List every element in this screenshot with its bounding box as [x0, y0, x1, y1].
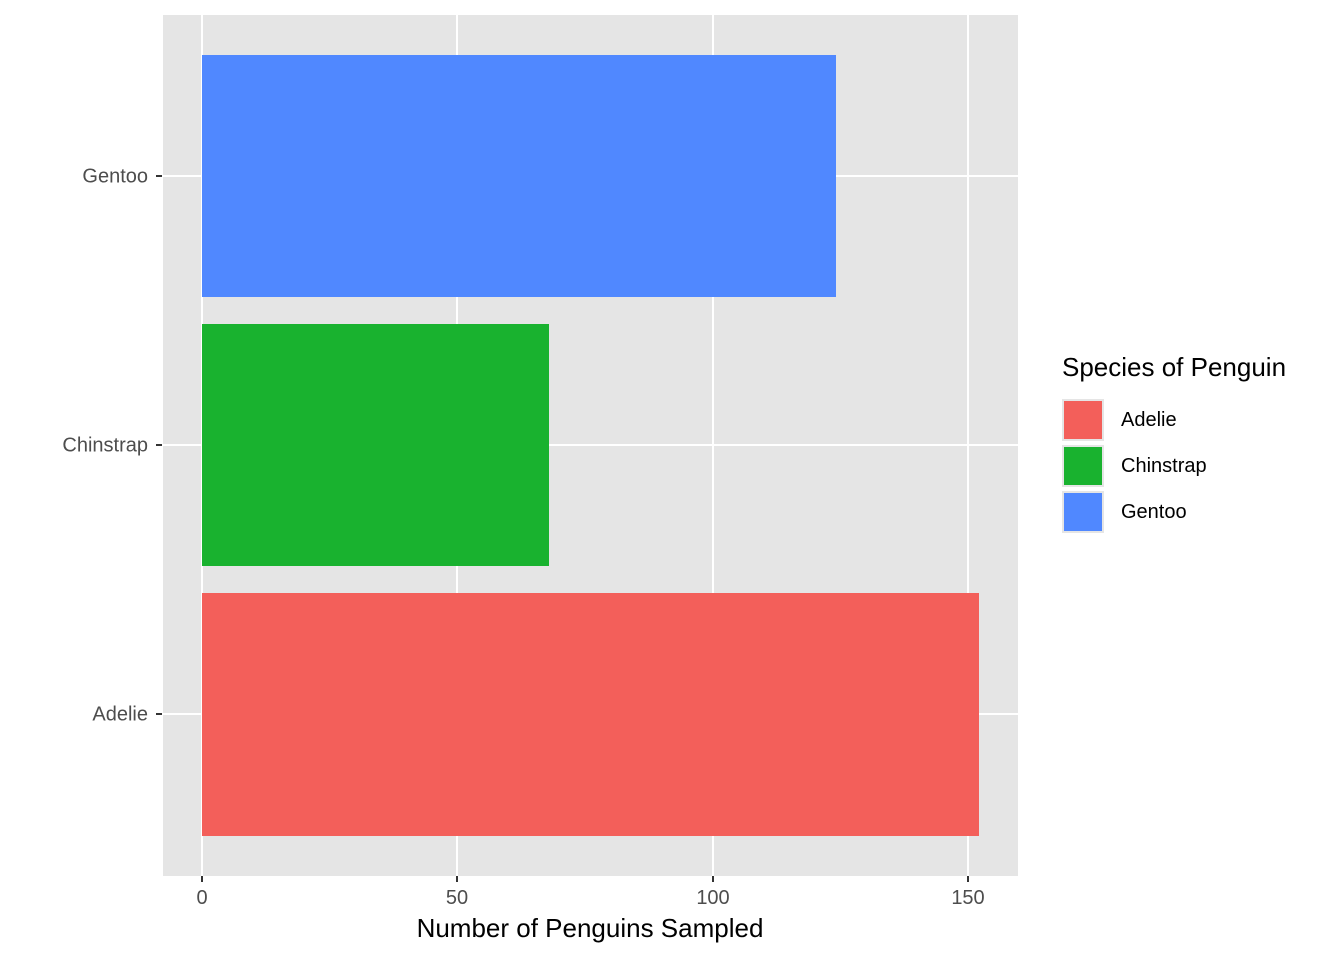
legend-item-gentoo: Gentoo: [1062, 489, 1286, 535]
legend-label-gentoo: Gentoo: [1121, 500, 1187, 523]
legend-title: Species of Penguin: [1062, 352, 1287, 382]
plot-panel: [163, 15, 1018, 876]
bar-adelie: [202, 593, 979, 836]
legend-item-chinstrap: Chinstrap: [1062, 443, 1286, 489]
x-tick-50: [456, 876, 458, 882]
y-label-chinstrap: Chinstrap: [62, 434, 148, 457]
x-tick-0: [201, 876, 203, 882]
x-label-150: 150: [951, 887, 985, 909]
x-tick-100: [712, 876, 714, 882]
y-label-adelie: Adelie: [92, 703, 148, 726]
y-label-gentoo: Gentoo: [82, 165, 148, 188]
x-label-100: 100: [696, 887, 730, 909]
legend: Species of Penguin Adelie Chinstrap Gent…: [1062, 352, 1286, 535]
gridline-y-chinstrap: [163, 444, 1018, 446]
y-tick-gentoo: [156, 175, 162, 177]
x-axis-title: Number of Penguins Sampled: [416, 913, 764, 943]
legend-swatch-chinstrap: [1062, 445, 1104, 487]
legend-swatch-gentoo: [1062, 491, 1104, 533]
bar-gentoo: [202, 55, 836, 297]
x-label-0: 0: [196, 887, 208, 909]
y-tick-chinstrap: [156, 444, 162, 446]
x-label-50: 50: [445, 887, 469, 909]
legend-item-adelie: Adelie: [1062, 397, 1286, 443]
x-tick-150: [967, 876, 969, 882]
legend-label-chinstrap: Chinstrap: [1121, 454, 1207, 477]
y-tick-adelie: [156, 713, 162, 715]
legend-swatch-adelie: [1062, 399, 1104, 441]
bar-chinstrap: [202, 324, 549, 566]
legend-label-adelie: Adelie: [1121, 408, 1177, 431]
